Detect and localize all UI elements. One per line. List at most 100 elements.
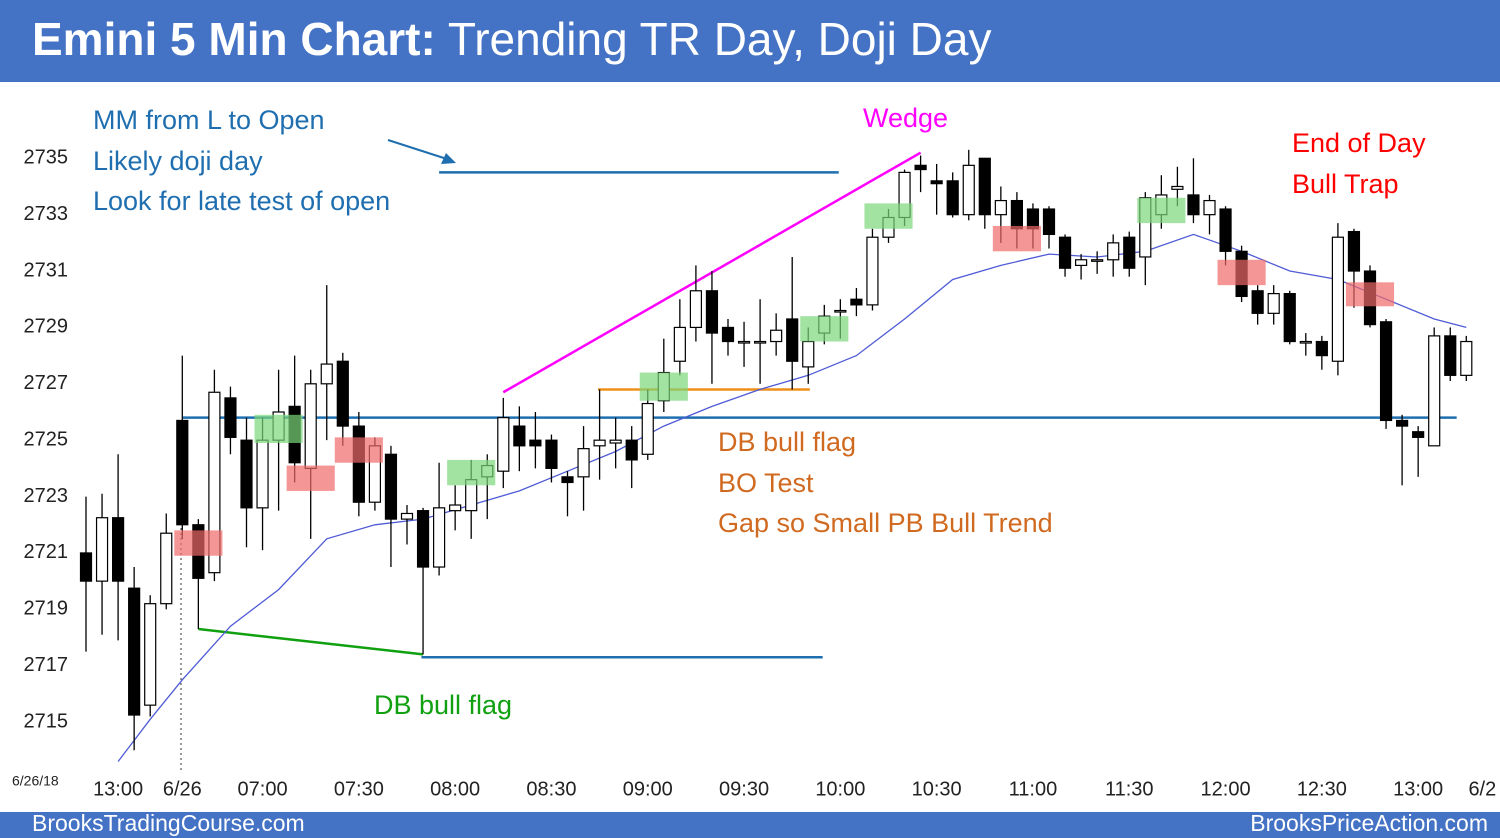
candle-body	[802, 340, 815, 368]
candle-body	[770, 329, 783, 343]
highlight-box	[639, 372, 688, 401]
y-tick-label: 2731	[24, 259, 69, 281]
candle-body	[1315, 340, 1328, 357]
candle-body	[930, 180, 943, 185]
candle-body	[128, 587, 141, 716]
highlight-box	[1345, 282, 1395, 307]
y-tick-label: 2717	[24, 654, 69, 676]
candle-body	[176, 419, 189, 526]
y-tick-label: 2721	[24, 541, 69, 563]
note-line: DB bull flag	[374, 690, 512, 720]
highlight-box	[334, 437, 383, 463]
highlight-box	[447, 459, 496, 486]
x-tick-label: 12:30	[1297, 778, 1347, 800]
x-tick-label: 10:00	[815, 778, 865, 800]
y-tick-label: 2715	[24, 710, 69, 732]
x-tick-label: 07:30	[334, 778, 384, 800]
x-tick-label: 12:00	[1201, 778, 1251, 800]
x-tick-label: 13:00	[93, 778, 143, 800]
highlight-box	[800, 316, 849, 342]
candle-body	[1331, 236, 1345, 362]
candle-body	[79, 552, 93, 582]
candle-body	[721, 326, 735, 343]
candle-body	[1444, 335, 1457, 376]
y-tick-label: 2723	[24, 485, 69, 507]
x-tick-label: 08:30	[526, 778, 576, 800]
x-tick-label: 11:00	[1009, 778, 1058, 800]
candle-body	[593, 439, 606, 447]
note-line: Bull Trap	[1292, 169, 1399, 199]
candle-body	[609, 439, 622, 444]
candle-body	[689, 290, 703, 329]
candle-body	[705, 290, 719, 334]
highlight-box	[1217, 259, 1266, 286]
candle-body	[1412, 431, 1425, 438]
x-tick-label: 6/26	[163, 778, 202, 800]
annotation-line	[198, 627, 424, 656]
candle-body	[1299, 340, 1312, 344]
note-line: MM from L to Open	[93, 105, 325, 135]
candle-body	[753, 340, 767, 344]
candle-body	[352, 425, 365, 503]
candle-body	[914, 164, 927, 171]
note-line: End of Day	[1292, 128, 1426, 158]
candle-body	[1460, 340, 1473, 376]
title-bold: Emini 5 Min Chart:	[32, 13, 436, 65]
highlight-box	[174, 530, 223, 556]
candle-body	[320, 363, 333, 385]
candle-body	[561, 476, 574, 484]
candle-body	[208, 391, 221, 574]
title-rest: Trending TR Day, Doji Day	[448, 13, 992, 65]
candle-body	[786, 318, 799, 362]
highlight-box	[254, 414, 303, 444]
x-tick-label: 08:00	[430, 778, 480, 800]
wedge-label: Wedge	[863, 103, 948, 133]
y-tick-label: 2719	[24, 598, 69, 620]
candle-body	[1042, 208, 1056, 236]
candle-body	[1171, 185, 1184, 190]
candle-body	[240, 439, 253, 509]
candle-body	[111, 517, 125, 582]
note-line: Look for late test of open	[93, 186, 390, 216]
candle-body	[1219, 208, 1232, 252]
note-line: DB bull flag	[718, 427, 856, 457]
candle-body	[513, 425, 526, 447]
candle-body	[737, 340, 751, 344]
candle-body	[1395, 419, 1409, 427]
y-tick-label: 2725	[24, 428, 69, 450]
x-tick-label: 13:00	[1393, 778, 1443, 800]
note-line: BO Test	[718, 468, 814, 498]
date-label: 6/26/18	[12, 773, 59, 789]
highlight-box	[1137, 197, 1186, 224]
candle-body	[256, 439, 269, 509]
footer-bar	[0, 812, 1500, 838]
x-tick-label: 11:30	[1105, 778, 1154, 800]
candle-body	[545, 439, 558, 469]
candle-body	[1267, 293, 1280, 314]
candle-body	[673, 326, 686, 362]
candle-body	[1010, 199, 1024, 230]
chart-title: Emini 5 Min Chart: Trending TR Day, Doji …	[32, 13, 991, 65]
candle-body	[384, 453, 398, 520]
candle-body	[1251, 290, 1264, 314]
header-bar	[0, 0, 1500, 82]
candle-body	[1347, 230, 1361, 272]
x-tick-label: 09:00	[623, 778, 673, 800]
candle-body	[978, 157, 991, 216]
candle-body	[336, 360, 349, 427]
candle-body	[95, 517, 109, 582]
candle-body	[1123, 236, 1136, 269]
candle-body	[529, 439, 542, 447]
highlight-box	[992, 225, 1041, 252]
candle-body	[834, 309, 847, 313]
candle-body	[577, 448, 590, 478]
highlight-box	[864, 203, 913, 229]
candle-body	[1026, 208, 1040, 230]
candle-body	[625, 439, 638, 461]
y-tick-label: 2735	[24, 147, 69, 169]
moving-average	[117, 233, 1467, 762]
footer-right: BrooksPriceAction.com	[1250, 810, 1488, 836]
arrow-head	[441, 153, 456, 164]
